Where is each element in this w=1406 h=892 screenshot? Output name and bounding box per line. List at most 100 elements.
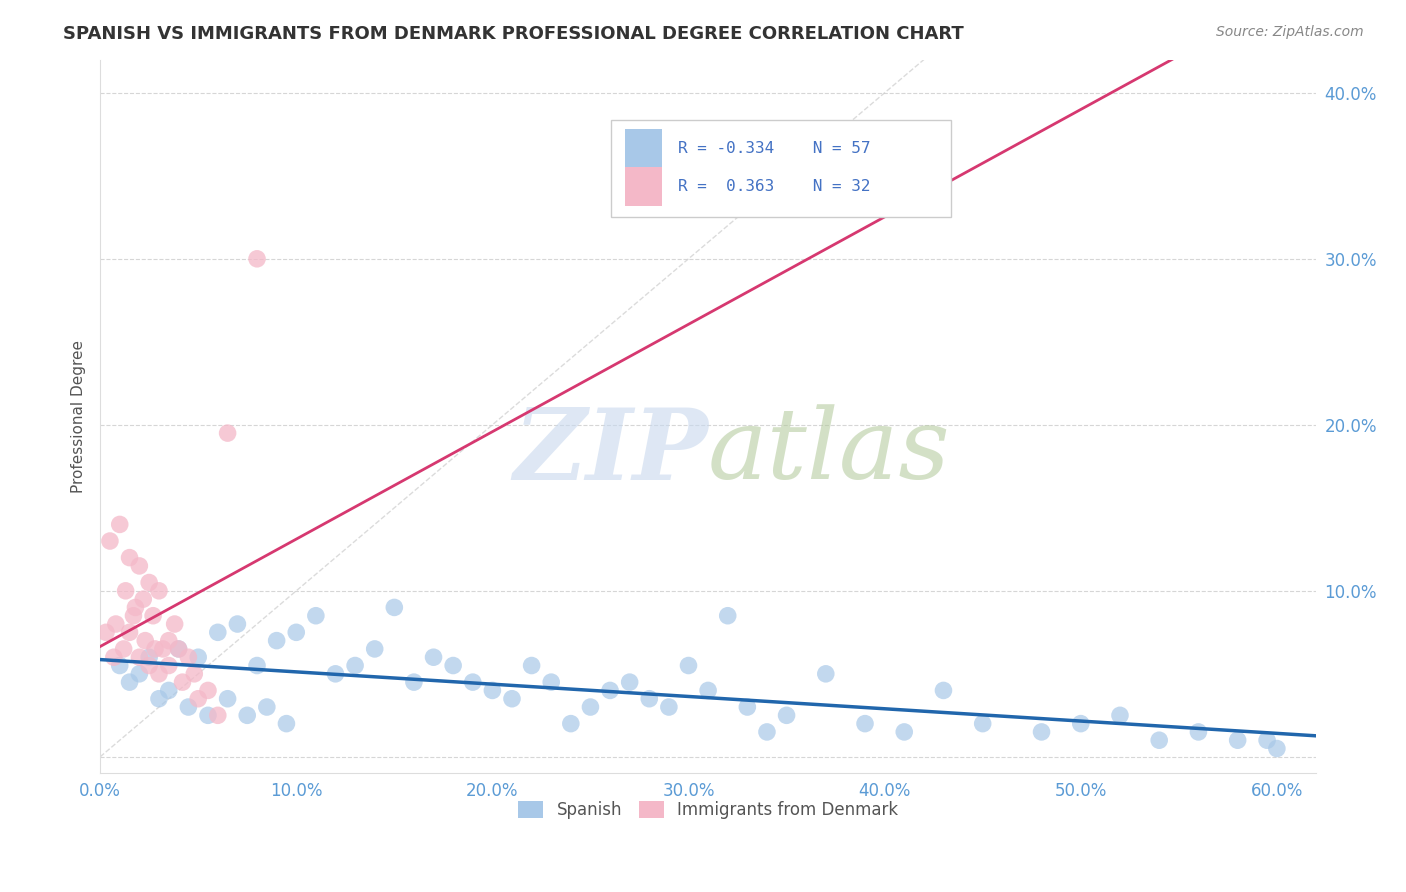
Point [122,608,145,623]
Point [1226,733,1249,747]
Point [481,683,503,698]
Point [128,666,150,681]
Point [305,608,328,623]
FancyBboxPatch shape [626,167,662,206]
Point [94,625,117,640]
Point [142,608,165,623]
Point [755,725,778,739]
Point [134,633,156,648]
Point [157,658,180,673]
Point [187,650,209,665]
Point [932,683,955,698]
Point [256,700,278,714]
Point [697,683,720,698]
Text: ZIP: ZIP [513,404,709,500]
Point [344,658,367,673]
Point [814,666,837,681]
Point [112,641,135,656]
Point [246,252,269,266]
Point [402,675,425,690]
Point [187,691,209,706]
Point [118,675,141,690]
Point [382,600,405,615]
Point [619,675,641,690]
Point [217,426,239,441]
Point [197,708,219,723]
Point [1031,725,1053,739]
Point [972,716,994,731]
Point [148,691,170,706]
Point [132,592,155,607]
Point [128,650,150,665]
Point [108,517,131,532]
Point [520,658,543,673]
Point [114,583,136,598]
Point [1187,725,1209,739]
Point [1070,716,1092,731]
Point [266,633,288,648]
Point [118,550,141,565]
Point [461,675,484,690]
Point [893,725,915,739]
Point [226,617,249,632]
Point [540,675,562,690]
Point [138,575,160,590]
Text: R = -0.334    N = 57: R = -0.334 N = 57 [678,141,870,156]
Point [579,700,602,714]
FancyBboxPatch shape [610,120,952,217]
Point [658,700,681,714]
Point [1256,733,1278,747]
Point [163,617,186,632]
Text: atlas: atlas [709,405,950,500]
Point [167,641,190,656]
Text: R =  0.363    N = 32: R = 0.363 N = 32 [678,178,870,194]
Point [108,658,131,673]
Point [124,600,146,615]
Point [157,683,180,698]
Point [207,625,229,640]
Point [103,650,125,665]
Point [128,558,150,573]
Point [678,658,700,673]
Text: Source: ZipAtlas.com: Source: ZipAtlas.com [1216,25,1364,39]
Point [1147,733,1170,747]
Point [276,716,298,731]
Point [422,650,444,665]
Point [737,700,759,714]
Point [1109,708,1132,723]
Point [285,625,308,640]
Point [152,641,174,656]
Point [501,691,523,706]
Point [143,641,166,656]
Point [104,617,127,632]
Point [138,658,160,673]
Y-axis label: Professional Degree: Professional Degree [72,340,86,493]
Point [441,658,464,673]
Point [148,583,170,598]
Point [560,716,582,731]
Text: SPANISH VS IMMIGRANTS FROM DENMARK PROFESSIONAL DEGREE CORRELATION CHART: SPANISH VS IMMIGRANTS FROM DENMARK PROFE… [63,25,965,43]
Point [717,608,740,623]
Point [98,534,121,549]
Legend: Spanish, Immigrants from Denmark: Spanish, Immigrants from Denmark [512,794,905,826]
Point [177,650,200,665]
Point [246,658,269,673]
Point [325,666,347,681]
Point [217,691,239,706]
Point [364,641,387,656]
Point [138,650,160,665]
FancyBboxPatch shape [626,128,662,168]
Point [148,666,170,681]
Point [167,641,190,656]
Point [197,683,219,698]
Point [118,625,141,640]
Point [183,666,205,681]
Point [853,716,876,731]
Point [599,683,621,698]
Point [172,675,194,690]
Point [207,708,229,723]
Point [177,700,200,714]
Point [236,708,259,723]
Point [1265,741,1288,756]
Point [157,633,180,648]
